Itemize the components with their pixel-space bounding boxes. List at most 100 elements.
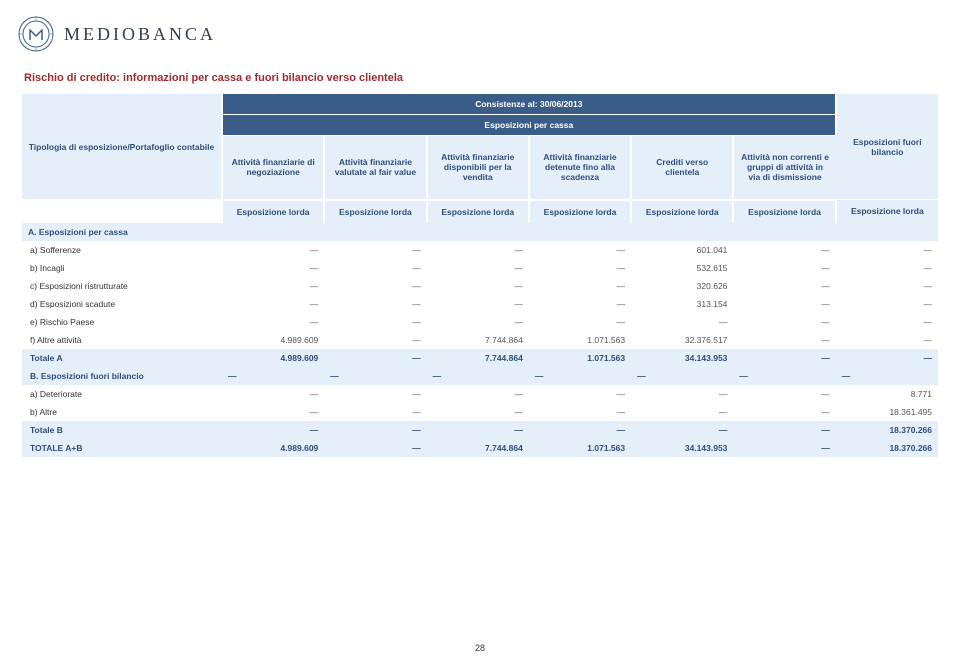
row-label: Totale A bbox=[22, 349, 222, 367]
cell: — bbox=[222, 295, 324, 313]
cell: — bbox=[631, 421, 733, 439]
cell: — bbox=[836, 313, 938, 331]
cell: 320.626 bbox=[631, 277, 733, 295]
cell: — bbox=[222, 241, 324, 259]
cell: — bbox=[529, 295, 631, 313]
cell: — bbox=[324, 313, 426, 331]
cell: 34.143.953 bbox=[631, 349, 733, 367]
cell: — bbox=[427, 403, 529, 421]
row-label: TOTALE A+B bbox=[22, 439, 222, 457]
cell: 32.376.517 bbox=[631, 331, 733, 349]
cell: — bbox=[733, 385, 835, 403]
col-c5: Crediti verso clientela bbox=[631, 136, 733, 200]
cell: 18.361.495 bbox=[836, 403, 938, 421]
cell: 4.989.609 bbox=[222, 331, 324, 349]
cell: — bbox=[222, 385, 324, 403]
cell: — bbox=[529, 313, 631, 331]
table-row: c) Esposizioni ristrutturate ————320.626… bbox=[22, 277, 938, 295]
cell: — bbox=[733, 421, 835, 439]
super-header-cassa: Esposizioni per cassa bbox=[222, 115, 836, 136]
cell: — bbox=[324, 241, 426, 259]
cell: — bbox=[733, 367, 835, 385]
cell: — bbox=[733, 241, 835, 259]
total-row-b: Totale B ——————18.370.266 bbox=[22, 421, 938, 439]
row-label: b) Incagli bbox=[22, 259, 222, 277]
table-row: d) Esposizioni scadute ————313.154—— bbox=[22, 295, 938, 313]
cell: — bbox=[427, 421, 529, 439]
col-corner: Tipologia di esposizione/Portafoglio con… bbox=[22, 94, 222, 200]
cell: — bbox=[222, 367, 324, 385]
super-header-date: Consistenze al: 30/06/2013 bbox=[222, 94, 836, 115]
cell: — bbox=[427, 385, 529, 403]
cell: 1.071.563 bbox=[529, 349, 631, 367]
cell: — bbox=[836, 367, 938, 385]
cell: — bbox=[427, 259, 529, 277]
cell: 4.989.609 bbox=[222, 439, 324, 457]
cell: 532.615 bbox=[631, 259, 733, 277]
cell: — bbox=[529, 277, 631, 295]
cell: — bbox=[324, 295, 426, 313]
page-header: MEDIOBANCA bbox=[0, 0, 960, 64]
row-label: c) Esposizioni ristrutturate bbox=[22, 277, 222, 295]
sub-corner bbox=[22, 200, 222, 223]
sub-c7: Esposizione lorda bbox=[836, 200, 938, 223]
table-row: b) Incagli ————532.615—— bbox=[22, 259, 938, 277]
cell: 18.370.266 bbox=[836, 421, 938, 439]
cell: — bbox=[529, 385, 631, 403]
cell: — bbox=[427, 295, 529, 313]
cell: — bbox=[222, 421, 324, 439]
cell: — bbox=[324, 349, 426, 367]
cell: — bbox=[222, 403, 324, 421]
cell: — bbox=[222, 313, 324, 331]
cell: — bbox=[529, 403, 631, 421]
cell: 313.154 bbox=[631, 295, 733, 313]
cell: 1.071.563 bbox=[529, 331, 631, 349]
sub-c2: Esposizione lorda bbox=[324, 200, 426, 223]
cell: — bbox=[631, 313, 733, 331]
cell: — bbox=[733, 313, 835, 331]
col-c7: Esposizioni fuori bilancio bbox=[836, 94, 938, 200]
cell: — bbox=[836, 277, 938, 295]
col-c6: Attività non correnti e gruppi di attivi… bbox=[733, 136, 835, 200]
cell: — bbox=[222, 259, 324, 277]
cell: — bbox=[427, 367, 529, 385]
cell: 8.771 bbox=[836, 385, 938, 403]
sub-c4: Esposizione lorda bbox=[529, 200, 631, 223]
col-c2: Attività finanziarie valutate al fair va… bbox=[324, 136, 426, 200]
cell: — bbox=[324, 367, 426, 385]
brand-name: MEDIOBANCA bbox=[64, 24, 216, 45]
cell: 34.143.953 bbox=[631, 439, 733, 457]
cell: — bbox=[529, 259, 631, 277]
section-b: B. Esposizioni fuori bilancio bbox=[22, 367, 222, 385]
page-number: 28 bbox=[0, 643, 960, 653]
col-c3: Attività finanziarie disponibili per la … bbox=[427, 136, 529, 200]
document-title: Rischio di credito: informazioni per cas… bbox=[0, 64, 960, 90]
row-label: Totale B bbox=[22, 421, 222, 439]
table-row: a) Deteriorate ——————8.771 bbox=[22, 385, 938, 403]
cell: — bbox=[733, 277, 835, 295]
sub-c6: Esposizione lorda bbox=[733, 200, 835, 223]
table-body: A. Esposizioni per cassa a) Sofferenze —… bbox=[22, 223, 938, 457]
cell: — bbox=[324, 385, 426, 403]
row-label: e) Rischio Paese bbox=[22, 313, 222, 331]
cell: 7.744.864 bbox=[427, 349, 529, 367]
section-b-row: B. Esposizioni fuori bilancio ——————— bbox=[22, 367, 938, 385]
cell: — bbox=[324, 421, 426, 439]
total-row-ab: TOTALE A+B 4.989.609—7.744.8641.071.5633… bbox=[22, 439, 938, 457]
row-label: d) Esposizioni scadute bbox=[22, 295, 222, 313]
cell: — bbox=[529, 241, 631, 259]
table-row: f) Altre attività 4.989.609—7.744.8641.0… bbox=[22, 331, 938, 349]
row-label: a) Deteriorate bbox=[22, 385, 222, 403]
cell: — bbox=[836, 241, 938, 259]
row-label: f) Altre attività bbox=[22, 331, 222, 349]
cell: — bbox=[733, 403, 835, 421]
cell: — bbox=[836, 349, 938, 367]
cell: — bbox=[631, 403, 733, 421]
cell: — bbox=[427, 241, 529, 259]
cell: — bbox=[631, 367, 733, 385]
credit-risk-table: Tipologia di esposizione/Portafoglio con… bbox=[0, 90, 960, 457]
cell: — bbox=[222, 277, 324, 295]
table-row: e) Rischio Paese ——————— bbox=[22, 313, 938, 331]
cell: — bbox=[324, 259, 426, 277]
cell: — bbox=[529, 421, 631, 439]
